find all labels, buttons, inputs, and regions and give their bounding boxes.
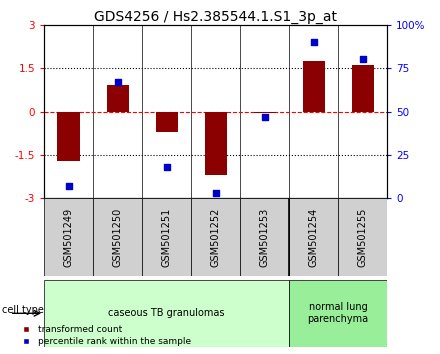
Text: GSM501254: GSM501254 (308, 207, 319, 267)
Legend: transformed count, percentile rank within the sample: transformed count, percentile rank withi… (13, 321, 194, 349)
Bar (352, 65, 374, 112)
Bar (58, 112, 80, 161)
Bar (338, 198, 387, 276)
Bar (44, 280, 289, 347)
Point (261, 114, 268, 120)
Text: caseous TB granulomas: caseous TB granulomas (108, 308, 225, 318)
Bar (289, 280, 387, 347)
Point (114, 79, 121, 85)
Bar (142, 198, 191, 276)
Bar (289, 198, 338, 276)
Bar (44, 198, 93, 276)
Text: GSM501249: GSM501249 (63, 207, 73, 267)
Text: GSM501251: GSM501251 (161, 207, 172, 267)
Bar (156, 112, 178, 132)
Text: cell type: cell type (2, 305, 44, 315)
Bar (240, 198, 289, 276)
Bar (205, 112, 227, 175)
Bar (106, 85, 128, 112)
Text: GSM501253: GSM501253 (260, 207, 270, 267)
Point (359, 57, 366, 62)
Title: GDS4256 / Hs2.385544.1.S1_3p_at: GDS4256 / Hs2.385544.1.S1_3p_at (94, 10, 337, 24)
Text: GSM501252: GSM501252 (211, 207, 220, 267)
Bar (191, 198, 240, 276)
Bar (253, 112, 275, 113)
Text: GSM501250: GSM501250 (113, 207, 123, 267)
Text: GSM501255: GSM501255 (358, 207, 368, 267)
Point (310, 39, 317, 45)
Bar (93, 198, 142, 276)
Point (212, 190, 219, 196)
Bar (303, 61, 325, 112)
Point (65, 183, 72, 189)
Text: normal lung
parenchyma: normal lung parenchyma (308, 302, 369, 324)
Point (163, 164, 170, 170)
